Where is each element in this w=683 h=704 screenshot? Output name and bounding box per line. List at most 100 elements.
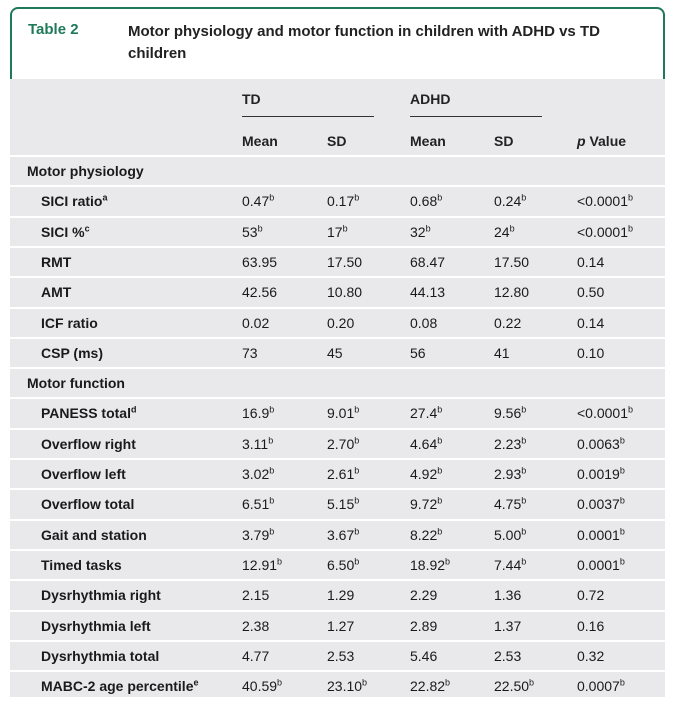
table-card: Table 2 Motor physiology and motor funct…: [10, 7, 665, 697]
cell-td-sd: 0.17b: [327, 193, 359, 209]
cell-td-mean-value: 73: [242, 344, 258, 361]
cell-pvalue: 0.50: [577, 284, 604, 300]
cell-td-sd-value: 2.53: [327, 647, 355, 664]
row-separator: [10, 609, 665, 612]
cell-td-sd-value: 17: [327, 223, 343, 240]
cell-pvalue-value: 0.0037: [577, 496, 620, 513]
cell-td-sd: 2.61b: [327, 466, 359, 482]
cell-td-mean: 3.79b: [242, 525, 275, 542]
row-label-text: SICI ratio: [41, 193, 103, 210]
row-separator: [10, 245, 665, 248]
cell-td-sd-value: 3.67: [327, 526, 355, 543]
footnote-mark: b: [619, 435, 625, 446]
cell-td-mean-value: 42.56: [242, 284, 278, 301]
row-label-text: Dysrhythmia right: [41, 587, 161, 604]
row-separator: [10, 367, 665, 370]
cell-adhd-mean: 44.13: [410, 284, 445, 300]
footnote-mark: b: [257, 222, 263, 233]
cell-adhd-mean: 5.46: [410, 648, 437, 664]
row-separator: [10, 427, 665, 430]
footnote-mark: b: [269, 525, 275, 536]
cell-adhd-mean: 4.92b: [410, 466, 442, 482]
footnote-mark: b: [521, 192, 527, 203]
footnote-mark: b: [521, 404, 527, 415]
cell-pvalue-value: 0.16: [577, 617, 605, 634]
row-separator: [10, 185, 665, 188]
cell-td-sd: 9.01b: [327, 405, 359, 421]
row-label: Dysrhythmia total: [41, 648, 159, 664]
row-label: Gait and station: [41, 527, 147, 543]
row-label: PANESS totald: [41, 405, 136, 421]
cell-adhd-mean-value: 2.89: [410, 617, 438, 634]
row-label: Timed tasks: [41, 557, 122, 573]
cell-td-mean: 3.11b: [242, 436, 273, 452]
cell-td-sd-value: 1.29: [327, 587, 355, 604]
row-label-text: AMT: [41, 284, 72, 301]
cell-pvalue: 0.0001b: [577, 526, 625, 543]
cell-td-sd-value: 0.17: [327, 193, 355, 210]
cell-adhd-mean: 56: [410, 345, 426, 361]
row-label: RMT: [41, 254, 71, 270]
cell-td-mean-value: 6.51: [242, 496, 270, 513]
footnote-mark: b: [354, 525, 360, 536]
row-label: SICI %c: [41, 223, 90, 239]
row-separator: [10, 306, 665, 309]
cell-td-mean-value: 2.15: [242, 587, 270, 604]
cell-adhd-sd: 22.50b: [494, 678, 534, 694]
cell-td-mean: 53b: [242, 222, 263, 239]
cell-td-sd-value: 1.27: [327, 617, 355, 634]
row-label-text: ICF ratio: [41, 314, 98, 331]
table-row: AMT 42.56 10.80 44.13 12.80 0.50: [10, 278, 665, 306]
footnote-mark: d: [130, 404, 137, 415]
cell-td-sd-value: 45: [327, 344, 343, 361]
cell-adhd-mean: 68.47: [410, 254, 445, 270]
cell-adhd-mean: 4.64b: [410, 436, 442, 452]
header-separator: [10, 155, 665, 157]
section-title: Motor function: [27, 375, 125, 392]
table-row: Overflow total 6.51b 5.15b 9.72b 4.75b 0.0037…: [10, 490, 665, 518]
row-label: ICF ratio: [41, 315, 98, 331]
cell-td-sd-value: 10.80: [327, 284, 363, 301]
table-title: Motor physiology and motor function in c…: [128, 23, 600, 62]
table-row: Dysrhythmia right 2.15 1.29 2.29 1.36 0.72: [10, 581, 665, 609]
cell-adhd-mean: 32b: [410, 223, 431, 239]
footnote-mark: b: [619, 677, 625, 688]
cell-td-mean: 63.95: [242, 254, 277, 270]
cell-td-sd: 10.80: [327, 284, 362, 300]
section-row: Motor function: [10, 369, 665, 397]
cell-td-mean: 0.02: [242, 315, 269, 331]
cell-adhd-mean: 8.22b: [410, 526, 442, 543]
cell-adhd-sd: 1.36: [494, 587, 521, 603]
cell-adhd-mean-value: 8.22: [410, 526, 438, 543]
cell-pvalue: 0.0019b: [577, 466, 625, 482]
cell-adhd-sd: 9.56b: [494, 405, 526, 421]
footnote-mark: b: [521, 435, 527, 446]
cell-adhd-sd-value: 24: [494, 223, 510, 240]
cell-adhd-mean: 2.89: [410, 618, 437, 634]
cell-pvalue-value: 0.32: [577, 647, 605, 664]
cell-pvalue-value: 0.0001: [577, 526, 620, 543]
row-separator: [10, 336, 665, 339]
cell-adhd-mean: 0.08: [410, 315, 437, 331]
table-row: Dysrhythmia total 4.77 2.53 5.46 2.53 0.32: [10, 642, 665, 670]
cell-pvalue-value: <0.0001: [577, 405, 628, 422]
cell-pvalue: <0.0001b: [577, 405, 633, 421]
cell-td-sd-value: 6.50: [327, 556, 355, 573]
cell-td-sd: 17.50: [327, 254, 362, 270]
cell-adhd-sd-value: 2.93: [494, 466, 522, 482]
footnote-mark: b: [437, 404, 443, 415]
row-separator: [10, 215, 665, 218]
cell-pvalue-value: <0.0001: [577, 223, 628, 240]
cell-pvalue: <0.0001b: [577, 223, 633, 240]
row-label: Overflow left: [41, 466, 126, 482]
cell-td-sd-value: 23.10: [327, 678, 363, 695]
cell-adhd-sd-value: 0.24: [494, 193, 522, 210]
row-separator: [10, 518, 665, 521]
cell-adhd-sd-value: 5.00: [494, 526, 522, 543]
footnote-mark: b: [277, 556, 283, 567]
cell-pvalue: 0.10: [577, 345, 604, 361]
cell-pvalue: 0.72: [577, 587, 604, 603]
cell-adhd-mean-value: 2.29: [410, 587, 438, 604]
section-row: Motor physiology: [10, 157, 665, 185]
table-row: Overflow right 3.11b 2.70b 4.64b 2.23b 0.0063…: [10, 430, 665, 458]
